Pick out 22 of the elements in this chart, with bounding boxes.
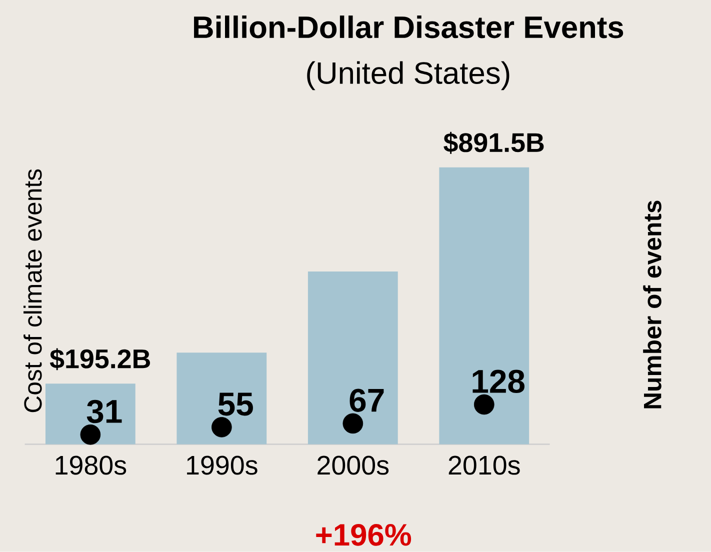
chart-subtitle: (United States) <box>307 61 510 90</box>
data-label: $891.5B <box>444 132 544 154</box>
x-tick-label: 1980s <box>56 456 126 475</box>
point <box>212 417 232 438</box>
bar <box>176 352 267 444</box>
x-tick-label: 2000s <box>318 456 389 475</box>
text: +196% <box>316 524 412 546</box>
y2-axis-title: Number of events <box>643 200 662 408</box>
bar <box>308 272 398 444</box>
point <box>474 394 494 415</box>
x-tick-label: 1990s <box>187 456 258 475</box>
data-label: 31 <box>86 400 122 424</box>
x-tick-label: 2010s <box>448 456 520 475</box>
data-label: 128 <box>472 370 524 394</box>
bar <box>439 167 530 444</box>
point <box>342 413 364 434</box>
data-label: 67 <box>350 388 384 412</box>
point <box>80 424 101 445</box>
data-label: 55 <box>218 392 253 416</box>
y-axis-title: Cost of climate events <box>24 169 42 412</box>
data-label: $195.2B <box>50 348 150 370</box>
chart-title: Billion-Dollar Disaster Events <box>194 16 624 38</box>
